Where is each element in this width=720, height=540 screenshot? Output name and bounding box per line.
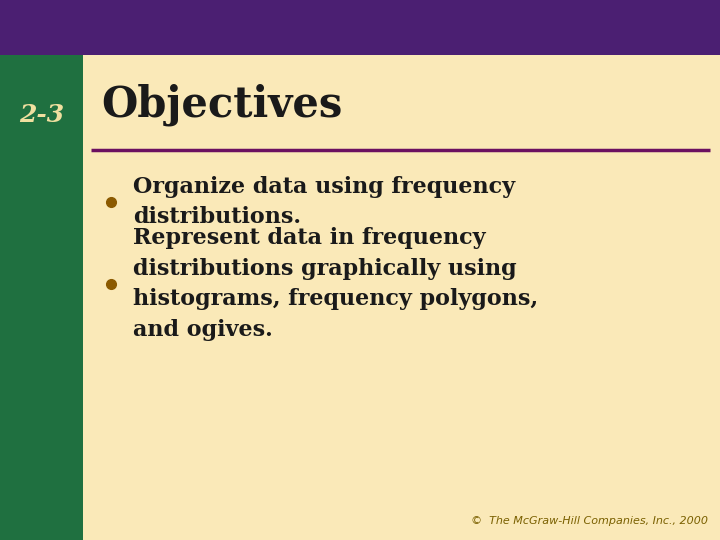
- Text: Objectives: Objectives: [101, 84, 343, 126]
- Bar: [83, 55, 720, 540]
- Text: ©  The McGraw-Hill Companies, Inc., 2000: © The McGraw-Hill Companies, Inc., 2000: [471, 516, 708, 526]
- Bar: [0, 55, 83, 540]
- Text: Organize data using frequency
distributions.: Organize data using frequency distributi…: [133, 176, 515, 228]
- Text: Represent data in frequency
distributions graphically using
histograms, frequenc: Represent data in frequency distribution…: [133, 227, 538, 341]
- Bar: [0, 0, 720, 55]
- Text: 2-3: 2-3: [19, 103, 64, 127]
